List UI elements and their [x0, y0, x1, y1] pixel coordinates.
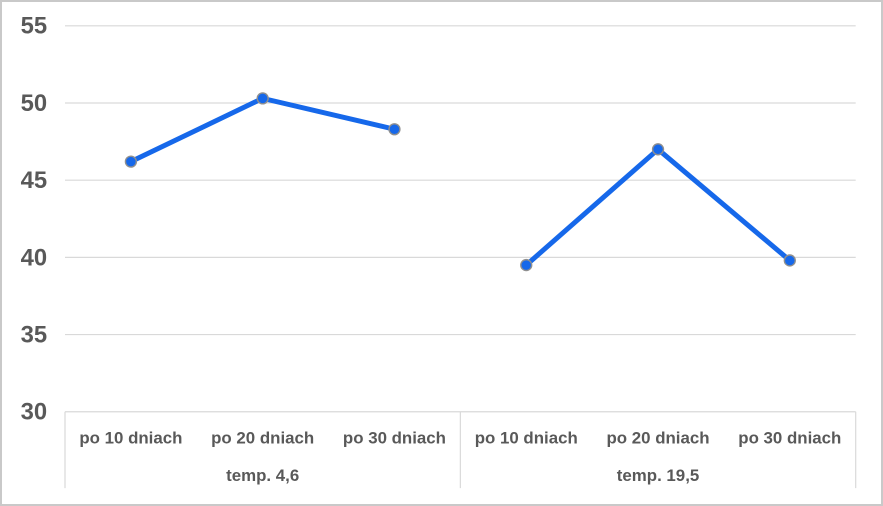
group-label: temp. 19,5 — [617, 466, 699, 485]
y-tick-label: 35 — [21, 321, 47, 348]
series-polyline-group-1 — [128, 95, 397, 165]
category-label: po 20 dniach — [211, 428, 314, 447]
category-label: po 10 dniach — [475, 428, 578, 447]
y-tick-label: 40 — [21, 244, 47, 271]
y-tick-label: 55 — [21, 13, 47, 40]
series-polyline-group-2 — [523, 146, 793, 268]
data-point-marker — [783, 254, 796, 267]
category-label: po 30 dniach — [738, 428, 841, 447]
category-label: po 20 dniach — [606, 428, 709, 447]
data-point-marker — [124, 155, 138, 168]
y-tick-label: 50 — [21, 90, 47, 117]
category-label: po 10 dniach — [79, 428, 182, 447]
data-point-marker — [651, 143, 665, 156]
y-tick-label: 45 — [21, 167, 47, 194]
category-label: po 30 dniach — [343, 428, 446, 447]
group-label: temp. 4,6 — [226, 466, 299, 485]
data-point-marker — [256, 92, 269, 105]
data-point-marker — [520, 258, 533, 272]
y-tick-label: 30 — [21, 399, 47, 426]
data-point-marker — [388, 123, 401, 136]
